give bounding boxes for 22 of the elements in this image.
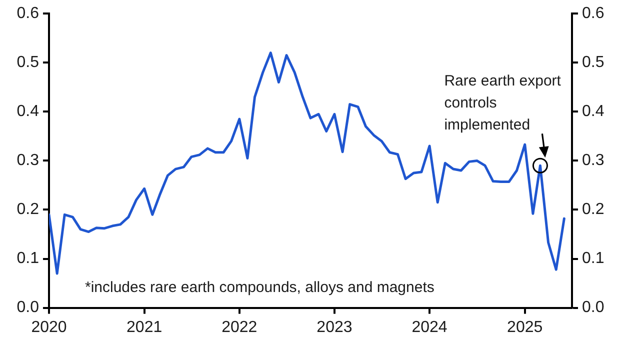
y-tick-label: 0.6 — [16, 5, 40, 22]
annotation: Rare earth export controls implemented — [444, 72, 562, 134]
x-tick-label: 2021 — [126, 318, 162, 336]
y-tick-label: 0.1 — [16, 250, 40, 268]
x-tick-label: 2020 — [31, 318, 67, 336]
x-tick-label: 2024 — [412, 318, 448, 336]
y2-tick-label: 0.4 — [582, 103, 604, 120]
y-tick-label: 0.4 — [16, 103, 40, 120]
x-tick-label: 2022 — [222, 318, 258, 336]
y-tick-label: 0.5 — [16, 54, 40, 72]
x-tick-label: 2023 — [316, 318, 352, 336]
y-tick-label: 0.0 — [16, 299, 40, 316]
x-tick-label: 2025 — [507, 318, 543, 336]
y2-tick-label: 0.1 — [582, 250, 604, 268]
y2-tick-label: 0.3 — [582, 152, 604, 170]
y2-tick-label: 0.0 — [582, 299, 604, 316]
y2-tick-label: 0.2 — [582, 201, 604, 218]
y2-tick-label: 0.5 — [582, 54, 604, 72]
y-tick-label: 0.2 — [16, 201, 40, 218]
y-tick-label: 0.3 — [16, 152, 40, 170]
annotation: *includes rare earth compounds, alloys and magnets — [85, 278, 434, 296]
y2-tick-label: 0.6 — [582, 5, 604, 22]
